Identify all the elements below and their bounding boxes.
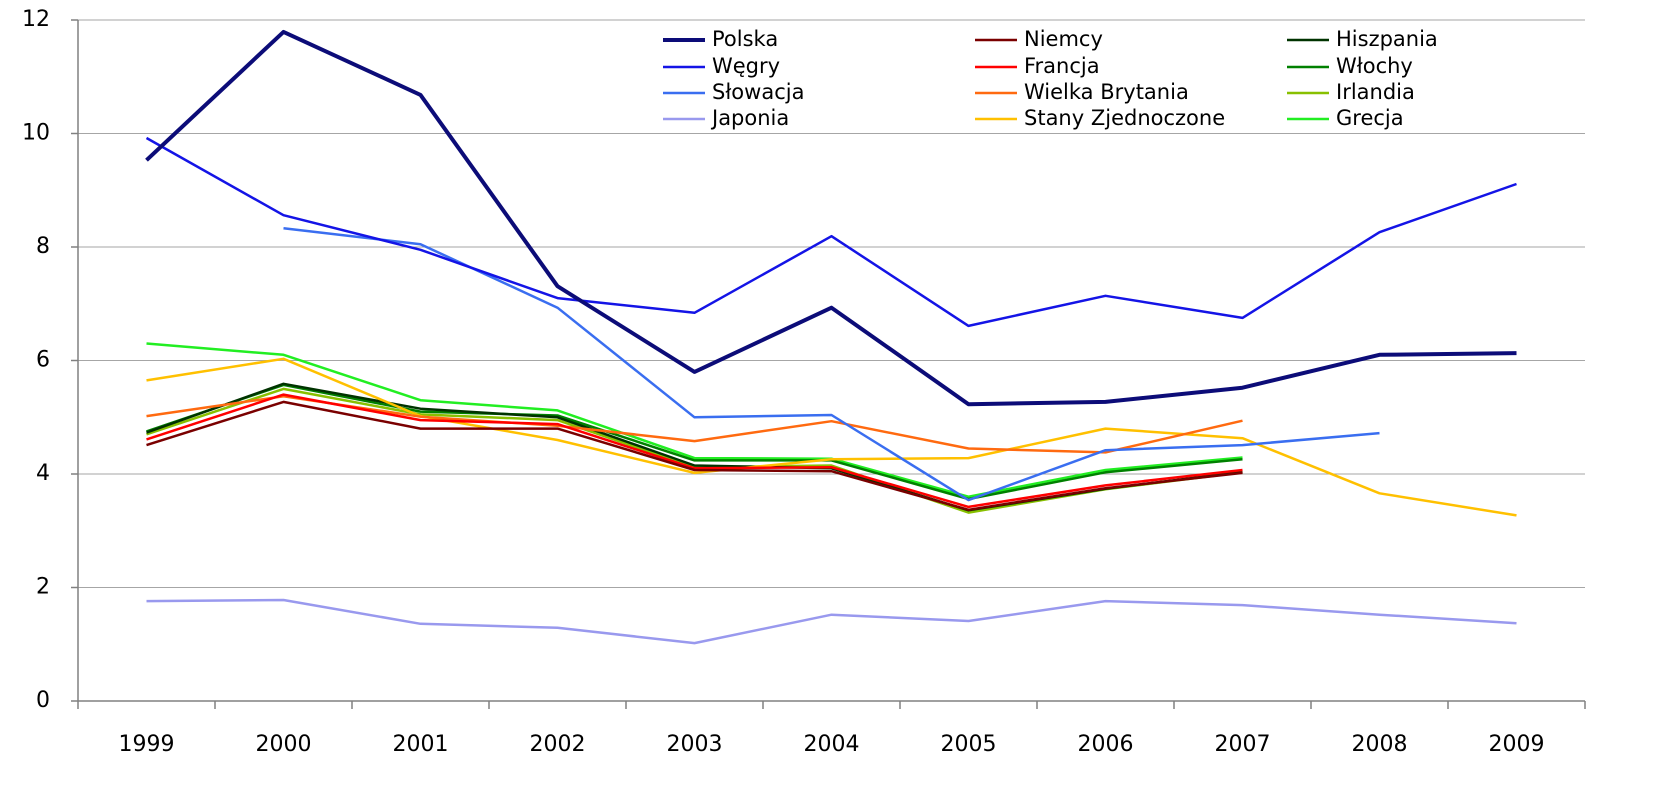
x-tick-label: 1999 [119,732,175,757]
legend-label: Japonia [710,106,789,130]
y-tick-label: 4 [36,461,50,486]
x-tick-label: 2003 [667,732,723,757]
legend-label: Francja [1024,54,1100,78]
series-line [146,400,1243,512]
series-line [146,393,1243,509]
y-tick-label: 6 [36,348,50,373]
legend-label: Hiszpania [1336,27,1438,51]
y-tick-label: 12 [22,7,50,32]
x-tick-label: 2009 [1489,732,1545,757]
legend-label: Stany Zjednoczone [1024,106,1225,130]
legend-label: Słowacja [712,80,804,104]
x-tick-label: 2000 [256,732,312,757]
series-line [145,29,1517,407]
legend-label: Węgry [712,54,780,78]
legend-label: Niemcy [1024,27,1103,51]
y-tick-label: 10 [22,121,50,146]
x-tick-label: 2001 [393,732,449,757]
series-line [146,342,1243,498]
y-tick-label: 0 [36,688,50,713]
legend-label: Grecja [1336,106,1404,130]
y-tick-label: 2 [36,575,50,600]
legend-label: Wielka Brytania [1024,80,1189,104]
series-line [146,383,1243,501]
legend-label: Włochy [1336,54,1413,78]
y-tick-label: 8 [36,234,50,259]
x-tick-label: 2002 [530,732,586,757]
series-line [145,136,1517,328]
legend-label: Irlandia [1336,80,1415,104]
x-tick-label: 2005 [941,732,997,757]
x-tick-label: 2007 [1215,732,1271,757]
x-tick-label: 2008 [1352,732,1408,757]
series-line [146,598,1517,645]
legend-label: Polska [712,27,778,51]
series-line [146,395,1243,454]
x-tick-label: 2004 [804,732,860,757]
series-line [146,357,1517,517]
x-tick-label: 2006 [1078,732,1134,757]
